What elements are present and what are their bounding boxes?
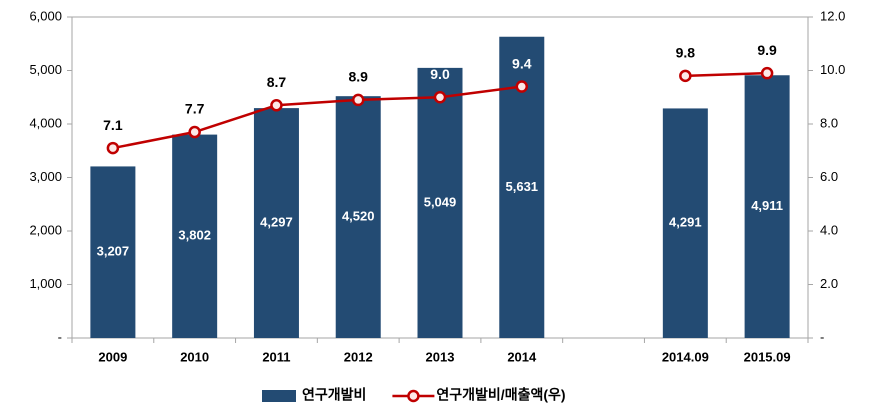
- bar: [335, 96, 381, 339]
- line-marker: [351, 93, 365, 107]
- x-tick-label: 2011: [262, 349, 290, 364]
- bar: [744, 75, 790, 338]
- line-value-label: 9.8: [676, 45, 696, 61]
- line-value-label: 7.1: [103, 117, 123, 133]
- y2-tick-label: 2.0: [820, 276, 838, 291]
- y2-tick-label: 12.0: [820, 8, 845, 23]
- x-tick-label: 2012: [344, 349, 373, 364]
- y-tick-label: 2,000: [29, 222, 62, 237]
- y-tick-label: 4,000: [29, 115, 62, 130]
- legend-swatch: [262, 390, 296, 402]
- line-marker: [433, 91, 447, 104]
- line-value-label: 7.7: [185, 101, 205, 117]
- line-value-label: 9.4: [512, 55, 532, 71]
- bar-value-label: 4,291: [669, 215, 702, 230]
- line-value-label: 9.0: [430, 66, 450, 82]
- x-tick-label: 2013: [426, 349, 455, 364]
- line-marker: [679, 69, 692, 83]
- y-tick-label: 1,000: [29, 276, 62, 291]
- bar-value-label: 4,297: [260, 214, 293, 229]
- line-marker: [188, 125, 201, 139]
- y-tick-label: 6,000: [29, 8, 62, 23]
- x-tick-label: 2014.09: [662, 349, 709, 364]
- line-marker: [270, 99, 283, 112]
- y2-tick-label: 6.0: [820, 169, 838, 184]
- bar: [662, 108, 708, 338]
- y-tick-label: 5,000: [29, 62, 62, 77]
- legend-swatch-marker: [407, 389, 420, 403]
- bar-value-label: 4,520: [342, 209, 375, 224]
- line: [112, 71, 768, 150]
- bar: [172, 134, 218, 338]
- y-tick-label: -: [58, 329, 62, 344]
- y2-tick-label: 8.0: [820, 115, 838, 130]
- bar: [417, 67, 463, 338]
- bar-value-label: 4,911: [751, 198, 783, 213]
- bar-value-label: 3,207: [97, 244, 130, 259]
- bar-value-label: 5,631: [506, 179, 539, 194]
- x-tick-label: 2009: [98, 349, 127, 364]
- x-tick-label: 2015.09: [744, 349, 791, 364]
- x-tick-label: 2010: [180, 349, 209, 364]
- legend-label: 연구개발비/매출액(우): [436, 387, 565, 403]
- line-marker: [106, 141, 120, 155]
- bar-value-label: 5,049: [424, 194, 457, 209]
- x-tick-label: 2014: [507, 349, 537, 364]
- y2-tick-label: -: [820, 329, 824, 344]
- legend-label: 연구개발비: [302, 387, 366, 403]
- line-marker: [760, 66, 774, 80]
- bar-value-label: 3,802: [178, 228, 211, 243]
- line-value-label: 9.9: [757, 42, 777, 58]
- line-value-label: 8.9: [348, 69, 368, 85]
- y-tick-label: 3,000: [29, 169, 62, 184]
- bar: [253, 108, 299, 338]
- y2-tick-label: 4.0: [820, 222, 838, 237]
- bar: [90, 166, 136, 338]
- line-marker: [515, 80, 529, 93]
- line-value-label: 8.7: [267, 74, 287, 90]
- y2-tick-label: 10.0: [820, 62, 845, 77]
